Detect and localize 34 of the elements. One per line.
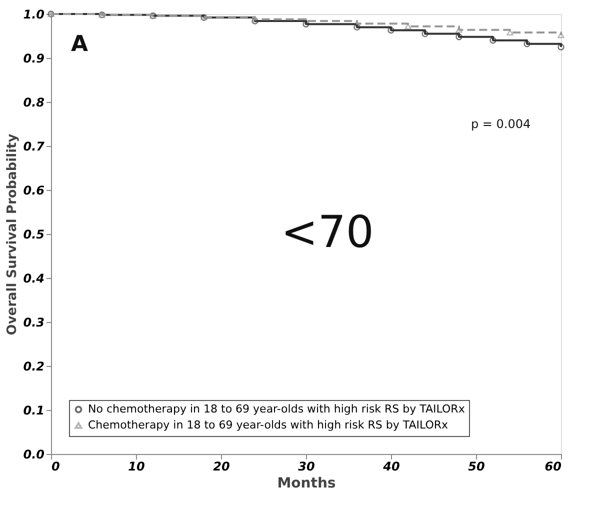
x-tick-label: 10: [128, 460, 145, 474]
y-tick-label: 0.7: [23, 140, 46, 154]
y-tick-label: 0.2: [23, 360, 44, 374]
annotation: p = 0.004: [471, 117, 531, 131]
annotation: <70: [281, 207, 374, 258]
y-tick-label: 0.0: [23, 448, 44, 462]
point: [422, 30, 428, 38]
y-tick-label: 0.3: [23, 316, 44, 330]
y-tick-label: 1.0: [23, 8, 44, 22]
x-tick-label: 40: [382, 460, 400, 474]
y-tick-label: 0.8: [23, 96, 44, 110]
point: [354, 24, 360, 31]
x-axis-title: Months: [277, 476, 336, 492]
legend-label: Chemotherapy in 18 to 69 year-olds with high risk RS by TAILORx: [88, 418, 448, 432]
x-tick-label: 30: [298, 460, 315, 474]
point: [302, 20, 310, 28]
y-tick-label: 0.5: [23, 228, 44, 242]
x-tick-label: 60: [544, 460, 562, 474]
y-tick-label: 0.6: [23, 184, 44, 198]
x-tick-label: 50: [468, 460, 485, 474]
point: [524, 40, 530, 48]
x-tick-label: 20: [213, 460, 230, 474]
annotation: A: [71, 32, 88, 57]
y-tick-label: 0.9: [23, 52, 44, 66]
point: [388, 26, 394, 34]
legend-label: No chemotherapy in 18 to 69 year-olds with high risk RS by TAILORx: [88, 402, 466, 416]
y-tick-label: 0.1: [23, 404, 44, 418]
point: [506, 30, 514, 36]
y-tick-label: 0.4: [23, 272, 44, 286]
point: [456, 34, 462, 40]
point: [302, 18, 310, 24]
x-tick-label: 0: [52, 460, 60, 474]
y-axis-title: Overall Survival Probability: [5, 133, 20, 336]
point: [490, 37, 496, 44]
